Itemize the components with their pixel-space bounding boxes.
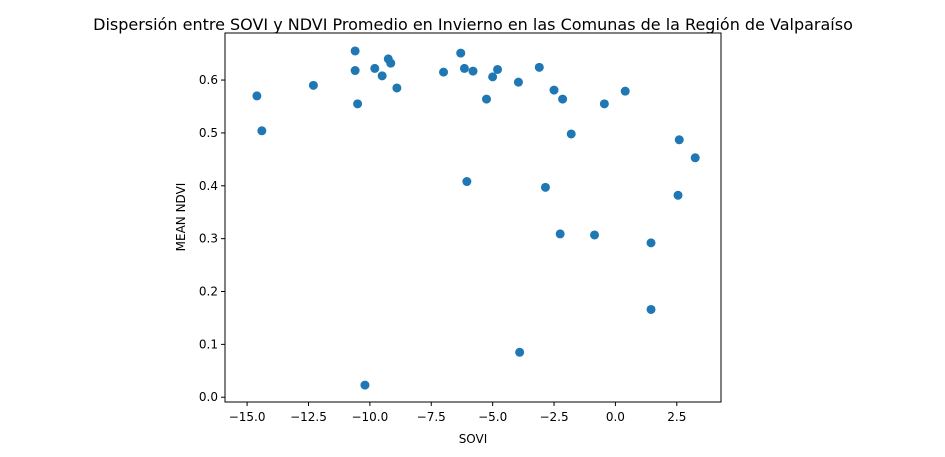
data-point [370,63,380,73]
data-point [252,91,262,101]
x-axis-label: SOVI [459,432,488,446]
data-point [482,94,492,104]
data-point [540,182,550,192]
data-point [515,347,525,357]
y-tick-label: 0.6 [199,73,218,87]
data-point [590,230,600,240]
data-point [513,77,523,87]
data-point [493,64,503,74]
data-point [350,46,360,56]
data-point [386,58,396,68]
chart-title: Dispersión entre SOVI y NDVI Promedio en… [93,15,853,34]
data-point [308,80,318,90]
data-point [456,48,466,58]
data-point [534,62,544,72]
data-point [566,129,576,139]
data-point [360,380,370,390]
data-point [646,304,656,314]
x-axis-ticks: −15.0 −12.5 −10.0 −7.5 −5.0 −2.5 0.0 2.5 [229,402,686,424]
data-point [620,86,630,96]
data-point [468,66,478,76]
data-point [549,85,559,95]
x-tick-label: −5.0 [478,410,507,424]
data-point [392,83,402,93]
data-point [353,99,363,109]
data-point [488,72,498,82]
data-point [257,126,267,136]
y-tick-label: 0.2 [199,285,218,299]
data-point [674,135,684,145]
data-point [377,71,387,81]
data-point [558,94,568,104]
data-point [462,177,472,187]
data-point [439,67,449,77]
y-tick-label: 0.0 [199,390,218,404]
x-tick-label: −7.5 [417,410,446,424]
plot-frame [224,32,722,403]
data-point [599,99,609,109]
y-tick-label: 0.1 [199,337,218,351]
y-tick-label: 0.3 [199,232,218,246]
data-point [673,190,683,200]
data-point [459,63,469,73]
data-point [646,238,656,248]
x-tick-label: −15.0 [229,410,266,424]
y-axis-label: MEAN NDVI [174,183,188,252]
x-tick-label: 2.5 [667,410,686,424]
x-tick-label: −10.0 [351,410,388,424]
data-point [690,153,700,163]
y-tick-label: 0.5 [199,126,218,140]
data-point [350,66,360,76]
y-tick-label: 0.4 [199,179,218,193]
x-tick-label: −12.5 [290,410,327,424]
x-tick-label: 0.0 [606,410,625,424]
x-tick-label: −2.5 [539,410,568,424]
y-axis-ticks: 0.0 0.1 0.2 0.3 0.4 0.5 0.6 [199,73,225,404]
data-points [252,46,700,390]
data-point [555,229,565,239]
